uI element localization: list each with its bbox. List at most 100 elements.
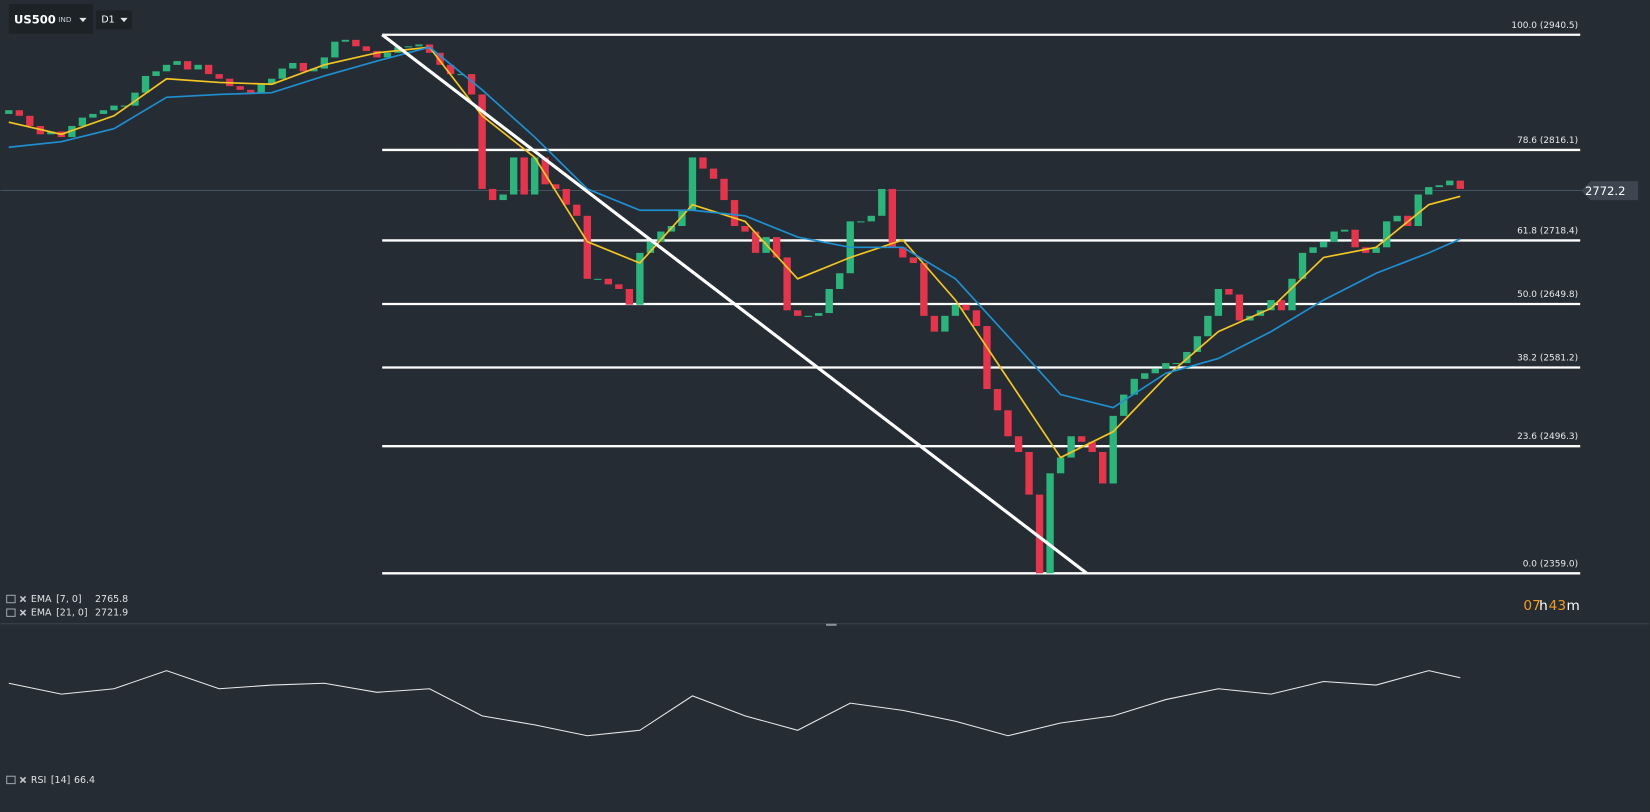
timeframe-box[interactable] [96,10,132,30]
candle-body [99,110,108,114]
candle-body [1214,288,1223,316]
remove-icon[interactable] [19,595,27,603]
candle-body [1183,351,1191,364]
candle-body [425,44,434,53]
candle-body [1035,494,1044,574]
legend-icon[interactable] [6,608,16,617]
candle-body [1162,363,1170,369]
candle-body [1288,278,1296,311]
candle-body [47,131,55,135]
timer-part: 07 [1523,598,1540,614]
candle-body [562,188,570,205]
candle-body [1309,247,1317,253]
candle-body [1277,300,1286,311]
candle-body [78,117,87,126]
candle-body [657,231,665,242]
candle-body [478,94,486,189]
candle-body [972,310,981,327]
rsi-params: [14] [51,775,70,786]
symbol-box[interactable] [8,4,93,34]
candle-body [541,157,549,185]
candle-body [878,188,886,216]
candle-body [1414,194,1422,226]
candle-body [320,57,329,69]
candle-body [1056,457,1065,474]
legend-icon[interactable] [6,775,16,785]
legend-name: EMA [31,608,52,619]
candle-body [741,225,749,232]
candle-body [1004,410,1012,437]
candle-body [341,39,350,42]
candle-body [993,389,1002,411]
candle-body [1088,441,1096,452]
dropdown-arrow[interactable] [120,17,128,23]
ema-line [8,46,1461,459]
candle-body [930,315,939,332]
candle-body [488,188,497,201]
remove-icon[interactable] [19,609,27,616]
candle-body [509,157,518,195]
candle-body [110,105,118,111]
candle-body [1425,187,1433,195]
candle-body [604,278,613,285]
candle-body [1120,394,1128,416]
candle-body [1267,300,1275,311]
candle-body [68,125,76,138]
candle-body [920,263,928,316]
candle-body [1351,229,1359,248]
candle-body [983,326,991,390]
candle-body [1204,315,1212,337]
candle-body [573,204,581,216]
candle-body [636,252,644,305]
candle-body [1098,451,1107,484]
dropdown-arrow[interactable] [79,17,87,23]
candle-body [1014,436,1023,452]
candle-body [268,78,276,85]
candle-body [699,157,707,169]
candle-body [678,210,686,226]
candle-body [793,310,802,316]
candle-body [899,247,907,258]
candle-body [120,105,129,107]
candle-body [446,64,455,75]
candle-body [1340,229,1349,232]
candle-body [331,41,339,58]
candle-body [815,313,823,316]
candle-body [373,50,381,58]
candle-body [467,74,476,95]
candle-body [5,110,13,114]
timeframe: D1 [101,14,114,25]
candle-body [857,221,865,223]
candle-body [152,71,160,76]
trendline[interactable] [381,33,1088,575]
remove-icon[interactable] [19,776,27,784]
candle-body [236,86,244,90]
rsi-line [8,670,1461,737]
fib-level-label: 0.0 (2359.0) [1523,559,1578,569]
candle-body [751,231,760,253]
candle-body [520,157,528,195]
legend-icon[interactable] [6,594,16,604]
legend-params: [7, 0] [56,594,81,605]
candle-body [215,74,223,79]
candle-body [204,64,213,75]
candle-body [499,194,507,201]
candle-body [173,61,181,65]
candle-body [1235,294,1244,321]
price-tag-label: 2772.2 [1585,184,1625,198]
candle-body [1046,473,1054,574]
legend-name: EMA [31,594,52,605]
candle-body [688,157,697,211]
candle-body [625,288,634,305]
legend-value: 2765.8 [95,594,128,605]
candle-body [194,64,202,70]
candle-body [941,315,949,332]
candle-body [951,304,960,316]
candle-body [804,315,812,317]
candle-body [299,62,307,72]
candle-body [141,75,150,93]
legend-value: 2721.9 [95,608,128,619]
candle-body [1067,436,1075,458]
